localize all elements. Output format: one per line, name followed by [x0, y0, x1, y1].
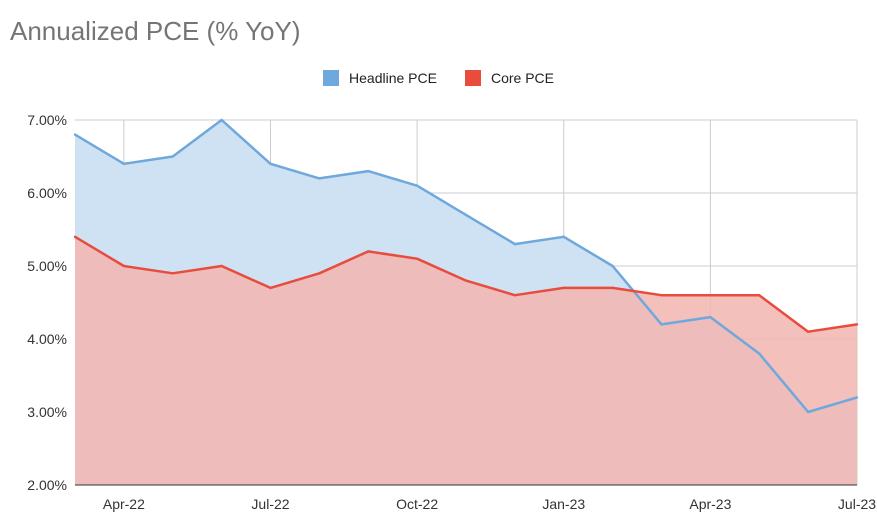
point-headline: [464, 213, 468, 217]
legend-label-headline: Headline PCE: [349, 70, 437, 86]
y-tick-label: 5.00%: [27, 258, 67, 274]
point-headline: [611, 264, 614, 268]
x-tick-label: Oct-22: [396, 496, 438, 512]
x-tick-label: Apr-22: [103, 496, 145, 512]
chart-title: Annualized PCE (% YoY): [10, 16, 301, 46]
point-core: [513, 294, 517, 297]
point-core: [464, 279, 468, 282]
point-core: [269, 286, 272, 290]
y-tick-label: 3.00%: [27, 404, 67, 420]
point-headline: [660, 323, 663, 326]
point-core: [367, 250, 370, 253]
point-headline: [122, 162, 126, 165]
x-tick-label: Jul-23: [838, 496, 876, 512]
point-core: [611, 286, 614, 290]
y-tick-label: 2.00%: [27, 477, 67, 493]
point-headline: [709, 315, 712, 319]
point-core: [122, 264, 126, 268]
point-headline: [73, 133, 77, 136]
x-tick-label: Jul-22: [251, 496, 289, 512]
y-tick-label: 7.00%: [27, 112, 67, 128]
point-headline: [220, 118, 223, 122]
legend-label-core: Core PCE: [490, 70, 554, 86]
point-headline: [562, 235, 565, 238]
point-headline: [758, 352, 761, 355]
y-tick-label: 6.00%: [27, 185, 67, 201]
point-headline: [513, 242, 517, 246]
point-headline: [171, 155, 174, 158]
point-headline: [367, 169, 370, 173]
point-core: [562, 286, 565, 290]
point-headline: [806, 410, 810, 414]
legend-swatch-core: [464, 70, 481, 86]
point-headline: [318, 177, 321, 180]
point-headline: [855, 396, 859, 399]
legend: Headline PCE Core PCE: [0, 70, 877, 86]
legend-item-core: Core PCE: [464, 70, 554, 86]
point-core: [318, 272, 321, 275]
point-core: [855, 323, 859, 326]
x-tick-label: Apr-23: [689, 496, 731, 512]
point-core: [220, 264, 223, 268]
area-core: [75, 236, 857, 485]
point-core: [171, 272, 174, 275]
legend-item-headline: Headline PCE: [323, 70, 437, 86]
legend-swatch-headline: [323, 70, 340, 86]
point-core: [758, 294, 761, 297]
x-tick-label: Jan-23: [542, 496, 585, 512]
point-core: [709, 294, 712, 297]
point-headline: [269, 162, 272, 165]
point-headline: [415, 184, 419, 187]
point-core: [415, 257, 419, 260]
y-tick-label: 4.00%: [27, 331, 67, 347]
point-core: [73, 235, 77, 238]
point-core: [660, 294, 663, 297]
point-core: [806, 330, 810, 333]
